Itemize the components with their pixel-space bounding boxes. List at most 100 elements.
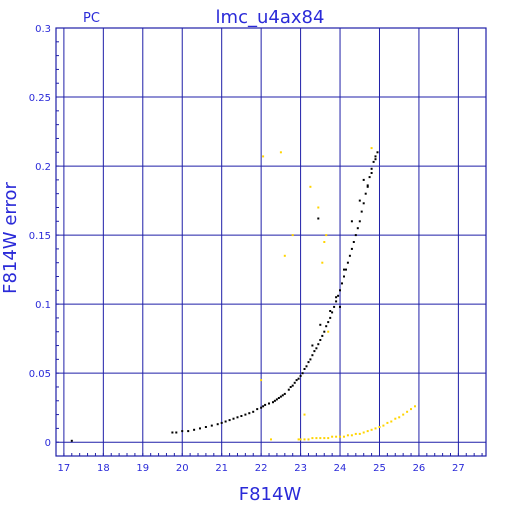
x-tick-label: 26 [413,463,426,474]
data-point-series-1 [333,305,336,308]
data-point-series-1 [345,268,347,271]
data-point-series-1 [262,405,265,408]
data-point-series-1 [297,377,300,380]
data-point-series-1 [240,415,243,417]
x-tick-label: 22 [255,463,268,474]
data-point-series-1 [293,381,296,384]
data-point-series-1 [216,423,219,426]
data-point-series-1 [339,289,341,292]
data-point-series-2 [366,430,369,433]
data-point-series-2 [394,417,397,420]
data-point-series-2 [327,437,330,440]
data-point-series-1 [370,167,373,170]
data-point-series-1 [252,410,255,413]
data-point-series-2 [319,437,322,440]
chart-title: lmc_u4ax84 [216,7,325,28]
data-point-series-1 [362,202,365,205]
data-point-series-1 [356,227,359,230]
data-point-series-1 [329,310,332,312]
data-point-series-1 [264,403,267,406]
data-point-series-1 [279,395,282,398]
data-point-series-1 [204,426,207,428]
data-point-series-1 [307,361,310,364]
data-point-series-2 [303,438,306,441]
x-tick-label: 17 [58,463,71,474]
data-point-series-1 [295,379,298,382]
data-point-series-1 [317,217,320,220]
data-point-series-2 [350,434,353,437]
data-point-series-1 [352,241,355,243]
y-tick-label: 0.1 [35,300,51,311]
data-point-series-1 [368,176,371,179]
data-point-series-2 [370,428,373,431]
x-tick-label: 20 [176,463,189,474]
data-point-series-1 [181,430,184,433]
data-point-series-1 [289,386,292,388]
data-point-series-2 [339,435,341,438]
data-point-series-2 [262,155,265,158]
data-point-series-2 [327,330,330,333]
data-point-series-2 [331,435,334,438]
data-point-series-2 [398,416,401,419]
data-point-series-2 [321,261,324,264]
data-point-series-1 [358,199,361,202]
data-point-series-1 [277,397,280,399]
data-point-series-1 [323,330,326,333]
x-axis-title: F814W [239,484,302,505]
data-point-series-1 [275,398,278,401]
data-point-series-1 [301,372,304,375]
data-point-series-2 [386,421,389,424]
data-point-series-1 [299,374,302,377]
data-point-series-2 [279,151,282,154]
y-tick-label: 0.15 [29,231,51,242]
data-point-series-1 [348,254,351,257]
data-point-series-1 [210,424,213,427]
data-point-series-1 [341,282,343,285]
data-point-series-1 [311,344,314,347]
y-axis-title: F814W error [0,182,21,294]
data-point-series-1 [331,311,334,314]
data-point-series-1 [327,321,330,324]
x-tick-label: 18 [97,463,110,474]
data-point-series-1 [370,172,373,174]
data-point-series-2 [297,438,300,441]
data-point-series-2 [335,435,338,438]
data-point-series-2 [346,434,349,437]
data-point-series-1 [364,192,367,195]
data-point-series-1 [311,354,314,357]
data-point-series-2 [315,437,318,440]
data-point-series-1 [346,261,349,264]
data-point-series-1 [228,419,231,422]
y-tick-label: 0 [45,438,51,449]
data-point-series-1 [360,210,363,213]
data-point-series-1 [374,155,377,158]
x-tick-label: 24 [334,463,347,474]
plot-frame [55,27,487,457]
data-point-series-1 [335,296,338,299]
data-point-series-1 [358,220,361,223]
data-point-series-1 [343,275,345,278]
data-point-series-2 [299,438,302,441]
data-point-series-1 [343,268,345,271]
data-point-series-2 [323,241,326,243]
data-point-series-1 [337,294,340,297]
data-point-series-2 [303,413,306,416]
x-tick-label: 23 [294,463,307,474]
data-point-series-1 [350,247,353,250]
data-point-series-1 [305,365,308,368]
data-point-series-2 [362,431,365,434]
x-tick-label: 19 [136,463,149,474]
data-point-series-2 [414,405,416,408]
data-point-series-1 [199,427,201,430]
data-point-series-1 [287,388,290,391]
data-point-series-1 [70,439,73,442]
data-point-series-1 [317,343,320,346]
data-point-series-1 [303,368,306,370]
data-point-series-1 [244,413,247,416]
data-point-series-1 [325,325,328,328]
data-point-series-2 [270,438,272,441]
data-point-series-1 [319,339,322,341]
data-point-series-1 [232,417,235,420]
data-point-series-2 [410,408,412,411]
